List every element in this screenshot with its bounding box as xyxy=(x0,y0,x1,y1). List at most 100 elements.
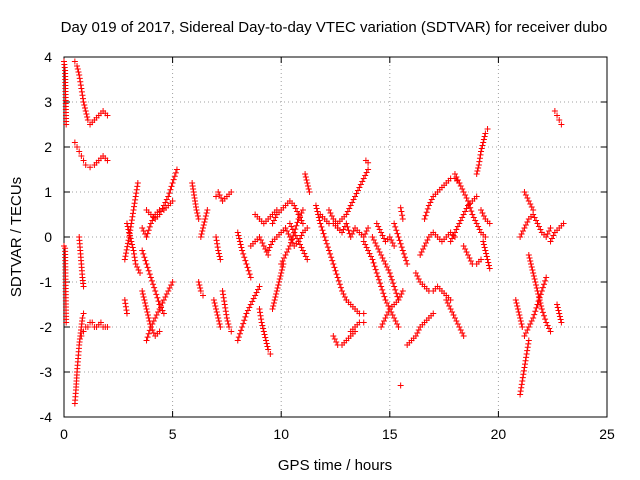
data-point-marker xyxy=(273,291,280,297)
data-point-marker xyxy=(534,220,541,227)
data-point-marker xyxy=(214,244,221,251)
data-point-marker xyxy=(217,324,224,330)
data-point-marker xyxy=(147,274,154,281)
data-point-marker xyxy=(530,207,537,213)
data-point-marker xyxy=(131,250,138,257)
data-point-marker xyxy=(250,295,257,302)
data-point-marker xyxy=(514,306,521,312)
data-point-marker xyxy=(330,333,337,339)
data-point-marker xyxy=(223,315,230,321)
data-point-marker xyxy=(469,211,476,218)
data-point-marker xyxy=(412,333,419,339)
data-point-marker xyxy=(79,315,86,321)
data-point-marker xyxy=(558,319,565,326)
data-point-marker xyxy=(123,310,130,317)
data-point-marker xyxy=(412,270,419,276)
data-point-marker xyxy=(538,303,545,309)
data-point-marker xyxy=(472,217,479,224)
data-point-marker xyxy=(156,328,163,335)
data-point-marker xyxy=(375,246,382,252)
data-point-marker xyxy=(247,301,254,308)
data-point-marker xyxy=(349,231,356,237)
data-point-marker xyxy=(80,157,87,164)
series-arc-a2 xyxy=(61,243,70,326)
data-point-marker xyxy=(530,270,537,276)
data-point-marker xyxy=(398,244,405,251)
data-point-marker xyxy=(123,220,130,227)
data-point-marker xyxy=(302,253,309,260)
data-point-marker xyxy=(167,186,174,193)
data-point-marker xyxy=(428,196,435,203)
data-point-marker xyxy=(376,249,383,255)
series-arc-h2 xyxy=(369,234,402,303)
data-point-marker xyxy=(474,168,481,174)
data-point-marker xyxy=(200,225,207,231)
data-point-marker xyxy=(143,234,150,240)
data-point-marker xyxy=(263,249,270,255)
data-point-marker xyxy=(128,217,135,224)
data-point-marker xyxy=(200,292,207,299)
data-point-marker xyxy=(160,202,167,209)
data-point-marker xyxy=(524,195,531,201)
data-point-marker xyxy=(539,284,546,291)
data-point-marker xyxy=(294,235,301,242)
series-arc-k3 xyxy=(517,211,554,240)
data-point-marker xyxy=(447,238,454,245)
data-point-marker xyxy=(132,257,139,264)
data-point-marker xyxy=(197,288,204,294)
data-point-marker xyxy=(217,256,224,263)
data-point-marker xyxy=(555,307,562,314)
data-point-marker xyxy=(80,310,87,317)
series-arc-e5 xyxy=(247,234,272,258)
data-point-marker xyxy=(544,231,551,237)
data-point-marker xyxy=(365,225,372,231)
series-arc-f4 xyxy=(286,220,311,263)
series-arc-c8 xyxy=(121,297,130,317)
data-point-marker xyxy=(135,267,142,273)
data-point-marker xyxy=(228,189,235,195)
data-point-marker xyxy=(520,228,527,234)
data-point-marker xyxy=(543,274,550,281)
data-point-marker xyxy=(372,266,379,273)
data-point-marker xyxy=(517,234,524,240)
data-point-marker xyxy=(404,261,411,267)
data-point-marker xyxy=(275,282,282,288)
data-point-marker xyxy=(297,213,304,219)
data-point-marker xyxy=(83,111,90,117)
data-point-marker xyxy=(202,213,209,219)
data-point-marker xyxy=(369,234,376,240)
data-point-marker xyxy=(148,277,155,284)
data-point-marker xyxy=(279,264,286,270)
data-point-marker xyxy=(475,162,482,168)
data-point-marker xyxy=(478,148,485,155)
data-point-marker xyxy=(392,286,399,293)
data-point-marker xyxy=(282,225,289,231)
data-point-marker xyxy=(245,267,252,274)
data-point-marker xyxy=(133,190,140,197)
data-point-marker xyxy=(521,189,528,195)
x-tick-label: 0 xyxy=(60,426,68,442)
data-point-marker xyxy=(145,227,152,234)
data-point-marker xyxy=(80,99,87,105)
data-point-marker xyxy=(516,312,523,318)
data-point-marker xyxy=(215,189,222,195)
series-arc-i2 xyxy=(412,270,454,303)
data-point-marker xyxy=(381,293,388,300)
data-point-marker xyxy=(394,321,401,327)
data-point-marker xyxy=(134,264,141,270)
data-point-marker xyxy=(512,297,519,303)
data-point-marker xyxy=(531,214,538,221)
series-arc-e3 xyxy=(252,207,280,227)
data-point-marker xyxy=(451,229,458,236)
data-point-marker xyxy=(333,271,340,278)
data-point-marker xyxy=(97,319,104,326)
series-arc-e6 xyxy=(269,261,287,312)
data-point-marker xyxy=(244,307,251,314)
data-point-marker xyxy=(255,286,262,293)
data-point-marker xyxy=(215,315,222,321)
data-point-marker xyxy=(475,223,482,230)
series-arc-h4 xyxy=(378,288,406,330)
data-point-marker xyxy=(298,210,305,216)
data-point-marker xyxy=(515,309,522,315)
data-point-marker xyxy=(523,354,530,361)
